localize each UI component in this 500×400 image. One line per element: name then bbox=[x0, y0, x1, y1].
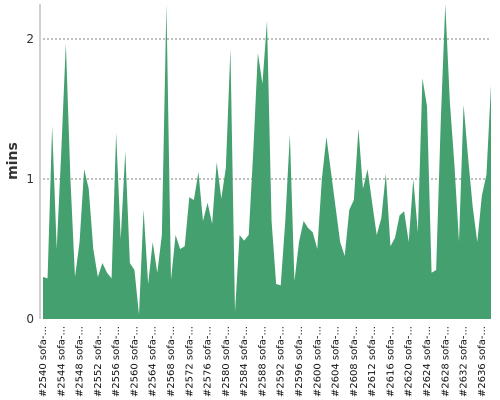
x-tick-label: #2560 sofa-... bbox=[129, 326, 140, 397]
x-tick-label: #2592 sofa-... bbox=[276, 326, 287, 397]
x-tick-label: #2568 sofa-... bbox=[166, 326, 177, 397]
x-tick-label: #2572 sofa-... bbox=[184, 326, 195, 397]
x-tick-label: #2620 sofa-... bbox=[404, 326, 415, 397]
x-tick-label: #2616 sofa-... bbox=[385, 326, 396, 397]
y-tick-labels: 0 1 2 bbox=[26, 32, 34, 326]
x-tick-label: #2604 sofa-... bbox=[331, 326, 342, 397]
x-tick-label: #2580 sofa-... bbox=[221, 326, 232, 397]
area-fill bbox=[43, 4, 491, 319]
x-tick-label: #2588 sofa-... bbox=[257, 326, 268, 397]
x-tick-label: #2596 sofa-... bbox=[294, 326, 305, 397]
x-tick-label: #2624 sofa-... bbox=[422, 326, 433, 397]
y-tick-label: 1 bbox=[26, 172, 34, 186]
x-tick-label: #2600 sofa-... bbox=[312, 326, 323, 397]
x-tick-labels: #2540 sofa-... #2544 sofa-... #2548 sofa-.… bbox=[38, 326, 488, 397]
area-series bbox=[43, 4, 491, 319]
x-tick-label: #2544 sofa-... bbox=[56, 326, 67, 397]
x-tick-label: #2552 sofa-... bbox=[93, 326, 104, 397]
x-tick-label: #2584 sofa-... bbox=[239, 326, 250, 397]
x-tick-label: #2576 sofa-... bbox=[203, 326, 214, 397]
x-tick-label: #2612 sofa-... bbox=[367, 326, 378, 397]
x-tick-label: #2608 sofa-... bbox=[349, 326, 360, 397]
y-tick-label: 0 bbox=[26, 312, 34, 326]
y-axis-label: mins bbox=[5, 142, 21, 180]
x-tick-label: #2548 sofa-... bbox=[75, 326, 86, 397]
x-tick-label: #2556 sofa-... bbox=[111, 326, 122, 397]
y-tick-label: 2 bbox=[26, 32, 34, 46]
x-tick-label: #2540 sofa-... bbox=[38, 326, 49, 397]
x-tick-label: #2636 sofa-... bbox=[477, 326, 488, 397]
x-tick-label: #2564 sofa-... bbox=[148, 326, 159, 397]
x-tick-label: #2632 sofa-... bbox=[459, 326, 470, 397]
x-tick-label: #2628 sofa-... bbox=[440, 326, 451, 397]
